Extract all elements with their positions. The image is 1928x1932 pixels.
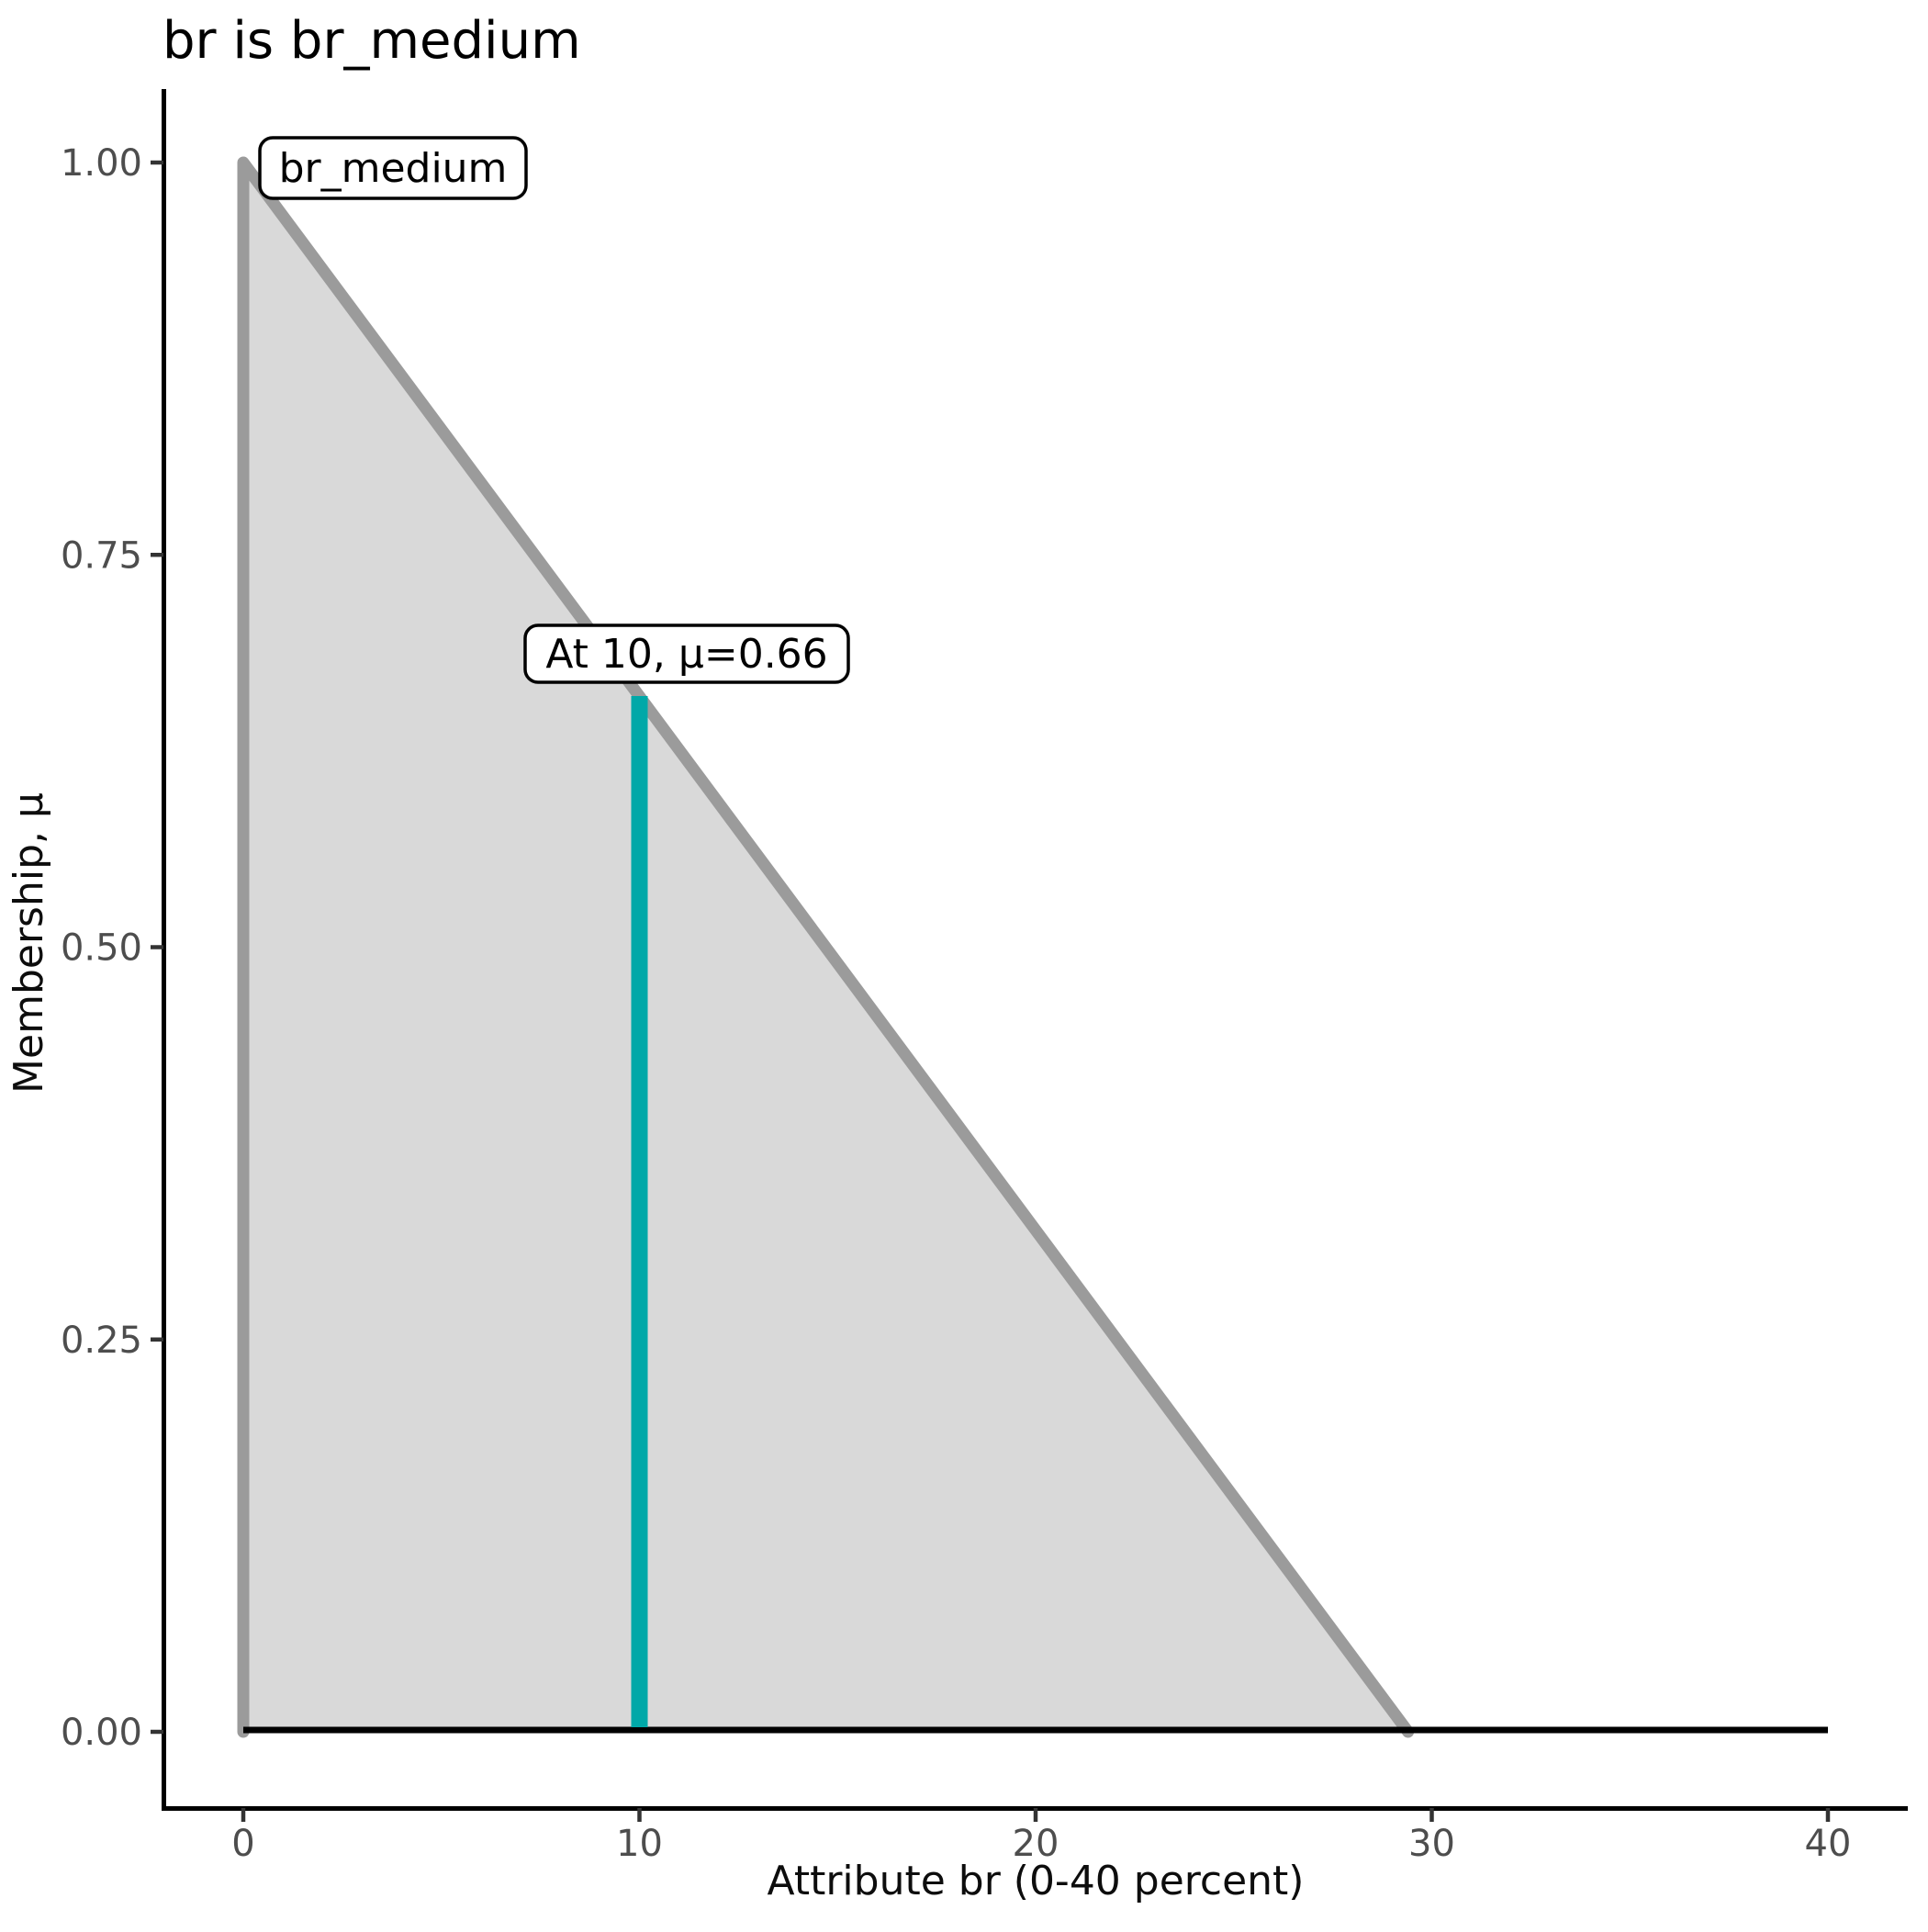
annotation-at-10-box — [523, 623, 850, 684]
annotation-br-medium-text: br_medium — [279, 145, 508, 192]
y-tick-label: 0.25 — [61, 1320, 142, 1362]
chart-title: br is br_medium — [163, 11, 581, 71]
y-tick-label: 0.75 — [61, 534, 142, 577]
x-tick-label: 10 — [616, 1823, 663, 1865]
membership-outline — [237, 156, 1415, 1738]
plot-area — [237, 156, 1828, 1738]
x-tick-label: 20 — [1013, 1823, 1059, 1865]
x-axis-label: Attribute br (0-40 percent) — [768, 1858, 1305, 1904]
y-tick-label: 1.00 — [61, 142, 142, 185]
y-ticks: 0.00 0.25 0.50 0.75 1.00 — [61, 142, 163, 1754]
x-ticks: 0 10 20 30 40 — [231, 1808, 1851, 1865]
x-tick-label: 0 — [231, 1823, 254, 1865]
annotation-br-medium-box — [258, 136, 528, 200]
x-tick-label: 40 — [1805, 1823, 1852, 1865]
annotation-at-10: At 10, μ=0.66 — [523, 623, 850, 684]
annotation-at-10-text: At 10, μ=0.66 — [545, 631, 827, 678]
y-tick-label: 0.50 — [61, 927, 142, 970]
annotation-br-medium: br_medium — [258, 136, 528, 200]
y-tick-label: 0.00 — [61, 1712, 142, 1754]
x-tick-label: 30 — [1408, 1823, 1455, 1865]
y-axis-label: Membership, μ — [6, 792, 52, 1094]
